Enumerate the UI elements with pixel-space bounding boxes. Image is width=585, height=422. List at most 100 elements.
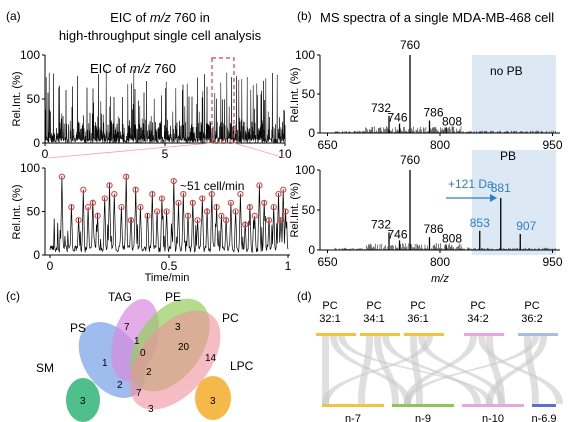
ms-peak-label: 786 <box>423 106 443 120</box>
peak-marker <box>127 217 135 224</box>
ms-y-tick-label: 50 <box>302 87 316 101</box>
zoom-window-box <box>211 57 235 144</box>
sankey-flow <box>374 336 399 404</box>
peak-marker <box>275 191 282 198</box>
peak-marker <box>184 212 192 219</box>
panel-d-letter: (d) <box>297 289 312 303</box>
ms-peak-label: 732 <box>371 101 391 115</box>
sankey-target-bar <box>462 404 524 407</box>
eic-zoom-xlabel: Time/min <box>145 272 190 284</box>
peak-marker <box>227 199 234 206</box>
panel-c-letter: (c) <box>6 289 20 303</box>
sankey-flow <box>418 336 505 404</box>
no-pb-highlight <box>472 55 556 133</box>
zoom-connector-right <box>233 142 286 159</box>
venn-set-lpc <box>195 376 231 420</box>
lipid-venn-diagram: PS TAG PE PC SM LPC 7 3 1 0 20 14 1 2 2 … <box>36 290 254 422</box>
eic-zoom-plot: 0 0.5 1 0 50 100 ~51 cell/min Rel.Int. (%) Ti… <box>11 161 292 284</box>
sankey-flow <box>322 336 433 404</box>
sankey-source-label: PC <box>524 300 539 312</box>
sankey-source-label: PC <box>322 300 337 312</box>
venn-label-sm: SM <box>36 361 54 375</box>
venn-label-pc: PC <box>222 311 239 325</box>
sankey-source-label-sub: 32:1 <box>319 313 340 325</box>
peak-marker <box>246 204 254 211</box>
peak-marker <box>237 191 244 198</box>
zoom-throughput-annotation: ~51 cell/min <box>180 179 244 193</box>
peak-marker <box>80 186 87 193</box>
peak-marker <box>194 217 201 224</box>
peak-marker <box>218 212 225 219</box>
ms-x-tick-label: 650 <box>317 255 337 269</box>
ms-peak-label: 760 <box>400 153 420 167</box>
eic-zoom-y-tick-label: 0 <box>33 248 40 262</box>
eic-zoom-trace <box>49 174 289 254</box>
ms-x-tick-label: 800 <box>430 255 450 269</box>
venn-label-tag: TAG <box>108 290 132 304</box>
peak-marker <box>84 204 92 211</box>
peak-marker <box>101 195 108 202</box>
peak-marker <box>213 204 220 211</box>
sankey-source-label-sub: 36:2 <box>521 313 542 325</box>
peak-marker <box>199 195 206 202</box>
venn-region-pc-ps-lower: 3 <box>148 404 154 415</box>
peak-marker <box>180 191 187 198</box>
shift-label: +121 Da <box>448 177 494 191</box>
venn-label-lpc: LPC <box>230 359 254 373</box>
sankey-flow <box>382 336 481 404</box>
ms-bottom-ticks: 650 800 950 0 50 100 <box>295 163 563 269</box>
peak-marker <box>175 199 182 206</box>
ms-peak-label: 808 <box>442 231 462 245</box>
peak-marker <box>144 212 151 219</box>
ms-top-peaks <box>334 55 556 133</box>
peak-marker <box>170 177 177 185</box>
eic-zoom-ylabel: Rel.Int. (%) <box>11 184 23 239</box>
ms-bottom-peaks <box>334 170 556 250</box>
venn-set-pc <box>129 310 221 410</box>
sankey-target-label: n-9 <box>415 413 431 422</box>
ms-y-tick-label: 100 <box>295 163 315 177</box>
sankey-source-bar <box>518 333 558 336</box>
ms-y-tick-label: 50 <box>302 203 316 217</box>
eic-zoom-peak-markers <box>58 173 289 228</box>
venn-region-ps-pc: 2 <box>117 380 123 391</box>
eic-full-inset-label: EIC of m/z 760 <box>90 61 176 76</box>
peak-marker <box>132 186 139 193</box>
ms-peak-label: 808 <box>442 115 462 129</box>
sankey-flow <box>486 336 547 404</box>
peak-marker <box>118 204 125 211</box>
eic-full-y-tick-label: 100 <box>20 48 40 62</box>
ms-peak-label: 786 <box>423 222 443 236</box>
sankey-target-bar <box>322 404 384 407</box>
eic-full-x-tick-label: 0 <box>42 147 49 161</box>
peak-marker <box>154 208 161 215</box>
venn-region-ps-pe-pc: 7 <box>136 388 142 399</box>
ms-peak-label: 760 <box>400 38 420 52</box>
sankey-source-bar <box>464 333 504 336</box>
ms-peak-label: 746 <box>387 111 407 125</box>
ms-peak-label: 732 <box>371 217 391 231</box>
sankey-flow <box>404 336 477 404</box>
eic-zoom-x-tick-label: 0.5 <box>161 259 178 273</box>
eic-zoom-line <box>49 174 289 254</box>
ms-top-ylabel: Rel.Int. (%) <box>289 67 301 122</box>
peak-marker <box>251 212 258 219</box>
ms-y-tick-label: 0 <box>308 126 315 140</box>
ms-x-tick-label: 950 <box>542 255 562 269</box>
sankey-flows <box>322 336 563 404</box>
shift-arrow-head <box>490 194 497 202</box>
peak-marker <box>123 173 130 180</box>
peak-marker <box>256 182 263 189</box>
sankey-flow <box>330 336 411 404</box>
eic-full-line <box>44 69 286 144</box>
peak-marker <box>106 182 113 189</box>
venn-region-ps-tag: 1 <box>134 336 140 347</box>
venn-region-sm-only: 3 <box>80 396 86 407</box>
